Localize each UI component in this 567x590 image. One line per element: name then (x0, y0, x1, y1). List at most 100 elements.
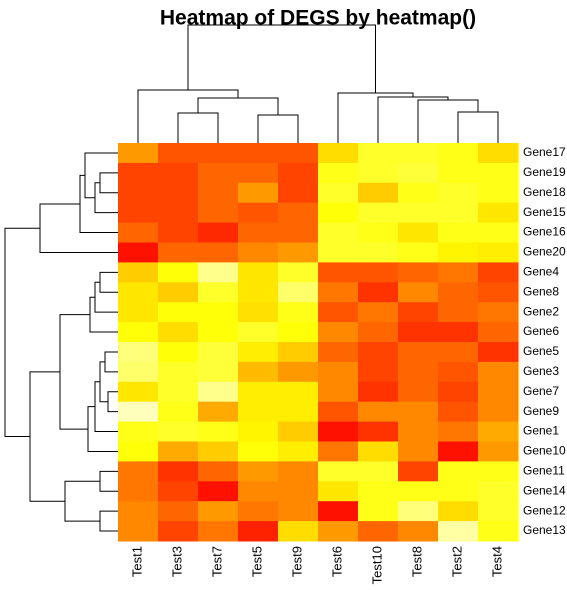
heatmap-cell (398, 481, 439, 502)
heatmap-cell (158, 361, 199, 383)
heatmap-cell (398, 302, 439, 323)
heatmap-cell (398, 143, 439, 164)
heatmap-cell (198, 242, 239, 263)
dendrogram-branch (79, 174, 118, 234)
dendrogram-branch (197, 97, 279, 115)
row-label: Gene2 (523, 304, 559, 318)
heatmap-cell (398, 202, 439, 224)
dendrogram-branch (417, 99, 479, 143)
heatmap-cell (358, 242, 399, 263)
heatmap-cell (318, 421, 359, 442)
heatmap-cell (318, 182, 359, 204)
heatmap-cell (358, 262, 399, 283)
heatmap-cell (238, 421, 279, 442)
heatmap-cell (198, 182, 239, 204)
row-label: Gene6 (523, 324, 559, 338)
heatmap-cell (278, 322, 319, 343)
heatmap-cell (478, 441, 519, 462)
dendrogram-branch (99, 172, 118, 194)
heatmap-cell (438, 481, 479, 502)
row-label: Gene15 (523, 205, 566, 219)
heatmap-cell (318, 501, 359, 522)
heatmap-cell (478, 381, 519, 403)
heatmap-cell (358, 162, 399, 184)
heatmap-cell (398, 501, 439, 522)
heatmap-cell (238, 202, 279, 224)
heatmap-cell (118, 262, 159, 283)
heatmap-cell (478, 162, 519, 184)
heatmap-cell (118, 421, 159, 442)
heatmap-cell (398, 322, 439, 343)
heatmap-cell (478, 182, 519, 204)
heatmap-cell (238, 162, 279, 184)
heatmap-cell (438, 401, 479, 423)
heatmap-cell (438, 222, 479, 243)
heatmap-cell (358, 361, 399, 383)
heatmap-cell (438, 322, 479, 343)
heatmap-cell (158, 202, 199, 224)
dendrogram-branch (94, 381, 118, 433)
dendrogram-branch (107, 391, 118, 413)
heatmap-cell (358, 401, 399, 423)
row-label: Gene17 (523, 145, 566, 159)
heatmap-cell (198, 162, 239, 184)
heatmap-cell (398, 401, 439, 423)
heatmap-cell (398, 222, 439, 243)
row-label: Gene20 (523, 245, 566, 259)
heatmap-cell (278, 521, 319, 542)
dendrogram-branch (457, 111, 499, 143)
heatmap-cell (398, 381, 439, 403)
heatmap-cell (198, 461, 239, 482)
dendrogram-branch (4, 227, 40, 438)
column-label: Test6 (329, 546, 344, 577)
row-label: Gene16 (523, 225, 566, 239)
heatmap-cell (438, 342, 479, 363)
heatmap-cell (118, 302, 159, 323)
heatmap-cell (318, 381, 359, 403)
heatmap-cell (438, 521, 479, 542)
heatmap-cell (158, 143, 199, 164)
heatmap-cell (158, 262, 199, 283)
heatmap-cell (398, 342, 439, 363)
heatmap-cell (198, 481, 239, 502)
heatmap-cell (158, 322, 199, 343)
heatmap-cell (478, 202, 519, 224)
dendrogram-branch (89, 296, 118, 333)
heatmap-cell (358, 202, 399, 224)
heatmap-cell (278, 262, 319, 283)
column-label: Test5 (249, 546, 264, 577)
heatmap-cell (358, 182, 399, 204)
heatmap-cell (158, 342, 199, 363)
heatmap-cell (398, 361, 439, 383)
dendrogram-branch (187, 24, 376, 93)
heatmap-cell (358, 501, 399, 522)
heatmap-cell (438, 361, 479, 383)
heatmap-cell (198, 361, 239, 383)
heatmap-cell (198, 143, 239, 164)
heatmap-cell (438, 242, 479, 263)
heatmap-cell (118, 242, 159, 263)
heatmap-cell (398, 441, 439, 462)
dendrogram-branch (99, 271, 118, 293)
heatmap-cell (438, 262, 479, 283)
heatmap-cell (318, 521, 359, 542)
heatmap-cell (158, 401, 199, 423)
heatmap-cell (478, 282, 519, 303)
dendrogram-branch (39, 203, 118, 253)
heatmap-cell (478, 242, 519, 263)
heatmap-cell (238, 481, 279, 502)
heatmap-cell (278, 461, 319, 482)
dendrogram-branch (377, 96, 449, 143)
heatmap-cell (398, 242, 439, 263)
heatmap-cell (238, 441, 279, 462)
column-label: Test8 (409, 546, 424, 577)
heatmap-cell (278, 143, 319, 164)
heatmap-cell (478, 143, 519, 164)
heatmap-cell (318, 322, 359, 343)
heatmap-cell (278, 501, 319, 522)
heatmap-cell (278, 381, 319, 403)
heatmap-cell (118, 381, 159, 403)
heatmap-cell (158, 302, 199, 323)
heatmap-cell (238, 262, 279, 283)
heatmap-cell (198, 222, 239, 243)
